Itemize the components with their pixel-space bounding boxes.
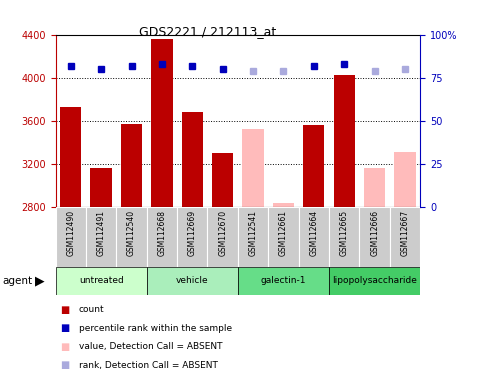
Bar xyxy=(364,169,385,207)
Text: GSM112490: GSM112490 xyxy=(66,210,75,257)
Bar xyxy=(147,207,177,267)
Text: ▶: ▶ xyxy=(35,274,45,287)
Text: rank, Detection Call = ABSENT: rank, Detection Call = ABSENT xyxy=(79,361,218,370)
Text: ■: ■ xyxy=(60,360,70,370)
Text: GSM112661: GSM112661 xyxy=(279,210,288,257)
Text: agent: agent xyxy=(2,276,32,286)
Text: ■: ■ xyxy=(60,342,70,352)
Bar xyxy=(238,267,329,295)
Bar xyxy=(151,39,172,207)
Text: percentile rank within the sample: percentile rank within the sample xyxy=(79,324,232,333)
Text: GSM112668: GSM112668 xyxy=(157,210,167,257)
Text: galectin-1: galectin-1 xyxy=(261,276,306,285)
Bar xyxy=(303,125,325,207)
Bar xyxy=(60,107,81,207)
Bar xyxy=(395,152,416,207)
Bar xyxy=(182,113,203,207)
Bar xyxy=(242,129,264,207)
Bar xyxy=(268,207,298,267)
Bar xyxy=(273,203,294,207)
Bar xyxy=(90,169,112,207)
Bar xyxy=(390,207,420,267)
Text: ■: ■ xyxy=(60,305,70,315)
Text: untreated: untreated xyxy=(79,276,124,285)
Bar xyxy=(334,74,355,207)
Text: vehicle: vehicle xyxy=(176,276,209,285)
Bar xyxy=(212,153,233,207)
Bar xyxy=(86,207,116,267)
Text: GSM112540: GSM112540 xyxy=(127,210,136,257)
Text: ■: ■ xyxy=(60,323,70,333)
Text: GSM112667: GSM112667 xyxy=(400,210,410,257)
Text: GDS2221 / 212113_at: GDS2221 / 212113_at xyxy=(139,25,276,38)
Bar xyxy=(121,124,142,207)
Bar xyxy=(177,207,208,267)
Text: GSM112664: GSM112664 xyxy=(309,210,318,257)
Bar xyxy=(56,207,86,267)
Text: GSM112541: GSM112541 xyxy=(249,210,257,257)
Bar xyxy=(56,267,147,295)
Bar xyxy=(208,207,238,267)
Text: GSM112670: GSM112670 xyxy=(218,210,227,257)
Bar xyxy=(116,207,147,267)
Text: GSM112666: GSM112666 xyxy=(370,210,379,257)
Bar xyxy=(359,207,390,267)
Text: count: count xyxy=(79,305,104,314)
Text: GSM112665: GSM112665 xyxy=(340,210,349,257)
Bar xyxy=(329,267,420,295)
Text: value, Detection Call = ABSENT: value, Detection Call = ABSENT xyxy=(79,342,222,351)
Text: GSM112491: GSM112491 xyxy=(97,210,106,257)
Bar xyxy=(298,207,329,267)
Text: GSM112669: GSM112669 xyxy=(188,210,197,257)
Bar xyxy=(147,267,238,295)
Bar xyxy=(329,207,359,267)
Text: lipopolysaccharide: lipopolysaccharide xyxy=(332,276,417,285)
Bar xyxy=(238,207,268,267)
